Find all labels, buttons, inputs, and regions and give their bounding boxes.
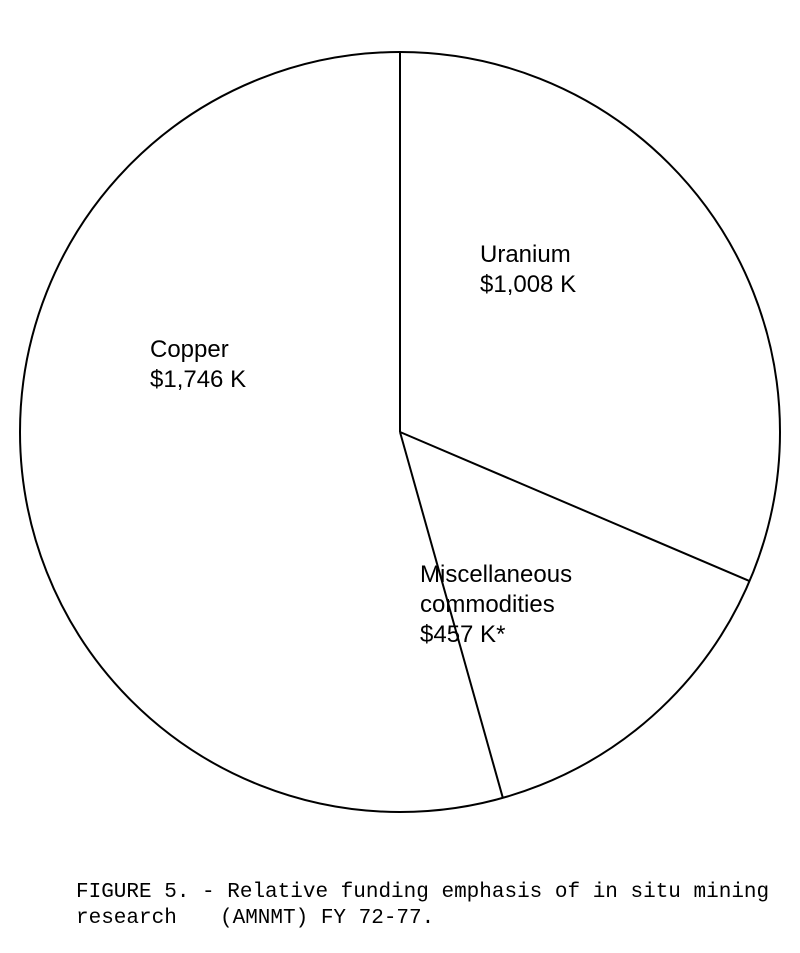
pie-chart-svg xyxy=(0,0,800,953)
caption-text-2: (AMNMT) FY 72-77. xyxy=(220,907,434,930)
pie-chart-figure: Copper $1,746 K Miscellaneous commoditie… xyxy=(0,0,800,953)
figure-caption-line2: (AMNMT) FY 72-77. xyxy=(220,906,434,932)
slice-name-uranium: Uranium xyxy=(480,241,571,268)
slice-name-copper: Copper xyxy=(150,336,229,363)
slice-name-misc-2: commodities xyxy=(420,591,555,618)
figure-caption-line1: FIGURE 5. - Relative funding emphasis of… xyxy=(76,880,800,933)
caption-prefix: FIGURE 5. - xyxy=(76,881,227,904)
slice-label-copper: Copper $1,746 K xyxy=(150,335,246,395)
slice-name-misc-1: Miscellaneous xyxy=(420,561,572,588)
slice-value-copper: $1,746 K xyxy=(150,366,246,393)
slice-value-uranium: $1,008 K xyxy=(480,271,576,298)
slice-value-misc: $457 K* xyxy=(420,621,505,648)
slice-label-uranium: Uranium $1,008 K xyxy=(480,240,576,300)
slice-label-misc: Miscellaneous commodities $457 K* xyxy=(420,560,572,650)
